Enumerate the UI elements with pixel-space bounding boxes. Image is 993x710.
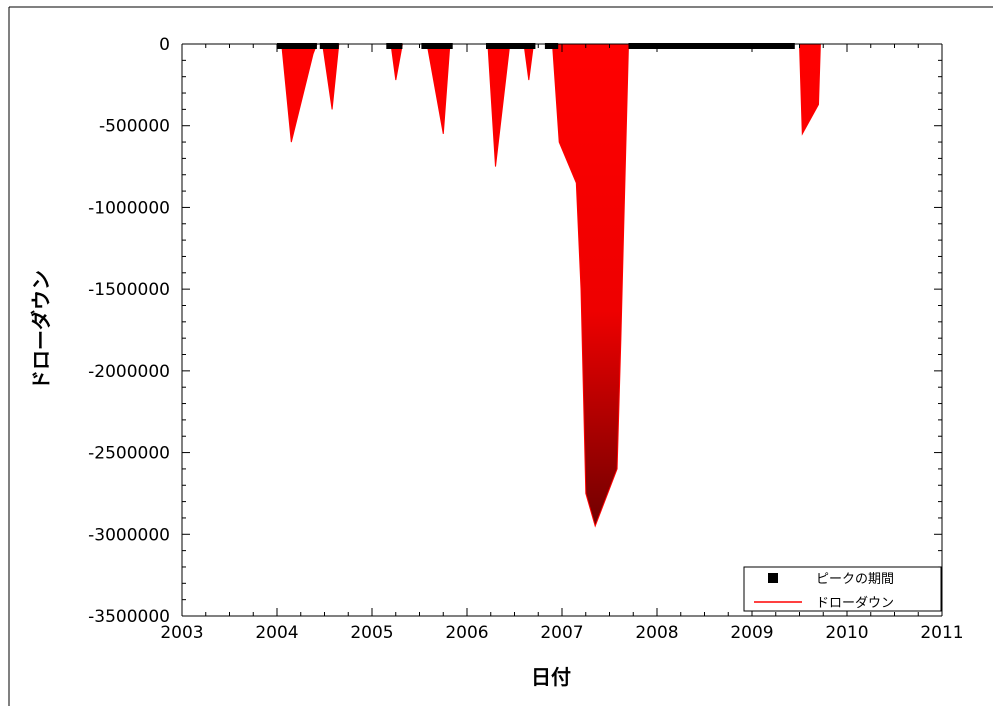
x-tick-label: 2005 — [350, 623, 393, 643]
x-tick-label: 2003 — [160, 623, 203, 643]
peak-period-segment-3 — [386, 43, 403, 49]
drawdown-area-1 — [281, 43, 318, 143]
peak-period-markers — [277, 43, 795, 49]
y-tick-label: -500000 — [99, 117, 170, 137]
drawdown-area-8 — [798, 43, 821, 136]
drawdown-area-5 — [487, 43, 511, 167]
legend-drawdown-label: ドローダウン — [816, 596, 894, 611]
drawdown-areas — [281, 43, 821, 528]
x-tick-label: 2004 — [255, 623, 298, 643]
legend-peak-label: ピークの期間 — [816, 572, 894, 587]
drawdown-area-6 — [523, 43, 535, 81]
x-tick-label: 2007 — [540, 623, 583, 643]
x-tick-label: 2010 — [825, 623, 868, 643]
x-tick-label: 2009 — [730, 623, 773, 643]
x-tick-label: 2008 — [635, 623, 678, 643]
drawdown-area-7 — [551, 43, 630, 528]
x-axis-label: 日付 — [531, 665, 571, 689]
y-tick-label: -2000000 — [88, 362, 170, 382]
y-tick-label: -3000000 — [88, 525, 170, 545]
peak-period-segment-2 — [319, 43, 339, 49]
y-tick-label: -2500000 — [88, 444, 170, 464]
y-tick-label: 0 — [159, 35, 170, 55]
peak-period-segment-1 — [277, 43, 317, 49]
axis-tick-labels: 2003 2004 2005 2006 2007 2008 2009 2010 2011 0 -50… — [88, 35, 963, 643]
axis-ticks — [181, 43, 943, 617]
drawdown-area-4 — [426, 43, 451, 134]
y-tick-label: -3500000 — [88, 607, 170, 627]
legend: ピークの期間 ドローダウン — [743, 566, 942, 612]
x-tick-label: 2011 — [920, 623, 963, 643]
legend-peak-marker — [768, 573, 778, 583]
x-tick-label: 2006 — [445, 623, 488, 643]
peak-period-segment-5 — [486, 43, 536, 49]
peak-period-segment-7 — [628, 43, 795, 49]
y-tick-label: -1500000 — [88, 280, 170, 300]
y-axis-label: ドローダウン — [29, 270, 53, 390]
drawdown-area-2 — [322, 43, 340, 110]
y-tick-label: -1000000 — [88, 198, 170, 218]
peak-period-segment-4 — [421, 43, 453, 49]
peak-period-segment-6 — [544, 43, 559, 49]
drawdown-area-3 — [390, 43, 403, 81]
